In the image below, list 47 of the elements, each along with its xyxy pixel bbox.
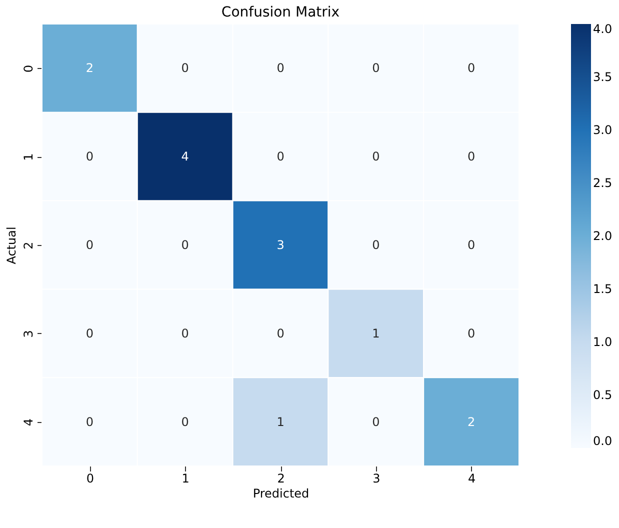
color-bar-label: 1.0 bbox=[593, 335, 612, 349]
color-bar-label: 3.5 bbox=[593, 70, 612, 84]
data-label: 4 bbox=[181, 150, 189, 164]
y-axis-title: Actual bbox=[4, 226, 18, 264]
chart-title: Confusion Matrix bbox=[221, 4, 340, 20]
x-tick-label: 1 bbox=[182, 472, 190, 486]
color-bar-label: 2.5 bbox=[593, 176, 612, 190]
data-label: 0 bbox=[467, 61, 476, 76]
color-bar-label: 2.0 bbox=[593, 229, 612, 243]
y-tick-label: 2 bbox=[22, 242, 36, 250]
data-label: 1 bbox=[276, 414, 284, 429]
data-label: 0 bbox=[86, 414, 94, 429]
color-bar-label: 3.0 bbox=[593, 123, 612, 137]
y-tick-label: 4 bbox=[22, 418, 36, 426]
data-label: 0 bbox=[276, 326, 284, 340]
data-label: 0 bbox=[467, 238, 476, 252]
data-label: 1 bbox=[372, 326, 380, 340]
color-bar-label: 1.5 bbox=[593, 282, 612, 296]
data-label: 2 bbox=[467, 414, 476, 429]
y-tick-label: 3 bbox=[22, 330, 36, 338]
data-label: 0 bbox=[86, 326, 94, 340]
data-label: 0 bbox=[181, 326, 189, 340]
x-tick-label: 0 bbox=[86, 472, 94, 486]
x-axis-title: Predicted bbox=[252, 486, 310, 500]
y-tick-label: 1 bbox=[22, 153, 36, 161]
data-label: 0 bbox=[276, 150, 284, 164]
color-bar-label: 0.5 bbox=[593, 388, 612, 402]
x-tick-label: 2 bbox=[277, 472, 285, 486]
x-tick-label: 3 bbox=[372, 472, 380, 486]
data-label: 2 bbox=[86, 61, 94, 76]
data-label: 0 bbox=[467, 150, 476, 164]
data-label: 0 bbox=[86, 150, 94, 164]
y-tick-label: 0 bbox=[22, 64, 36, 73]
data-label: 0 bbox=[372, 61, 380, 76]
data-label: 0 bbox=[467, 326, 476, 340]
data-label: 3 bbox=[276, 238, 284, 252]
color-bar-label: 4.0 bbox=[593, 22, 612, 36]
data-label: 0 bbox=[372, 150, 380, 164]
data-label: 0 bbox=[86, 238, 94, 252]
data-label: 0 bbox=[372, 238, 380, 252]
x-tick-label: 4 bbox=[468, 472, 476, 486]
data-label: 0 bbox=[276, 61, 284, 76]
data-label: 0 bbox=[181, 414, 189, 429]
color-bar-label: 0.0 bbox=[593, 434, 612, 448]
data-label: 0 bbox=[181, 238, 189, 252]
data-label: 0 bbox=[181, 61, 189, 76]
data-label: 0 bbox=[372, 414, 380, 429]
